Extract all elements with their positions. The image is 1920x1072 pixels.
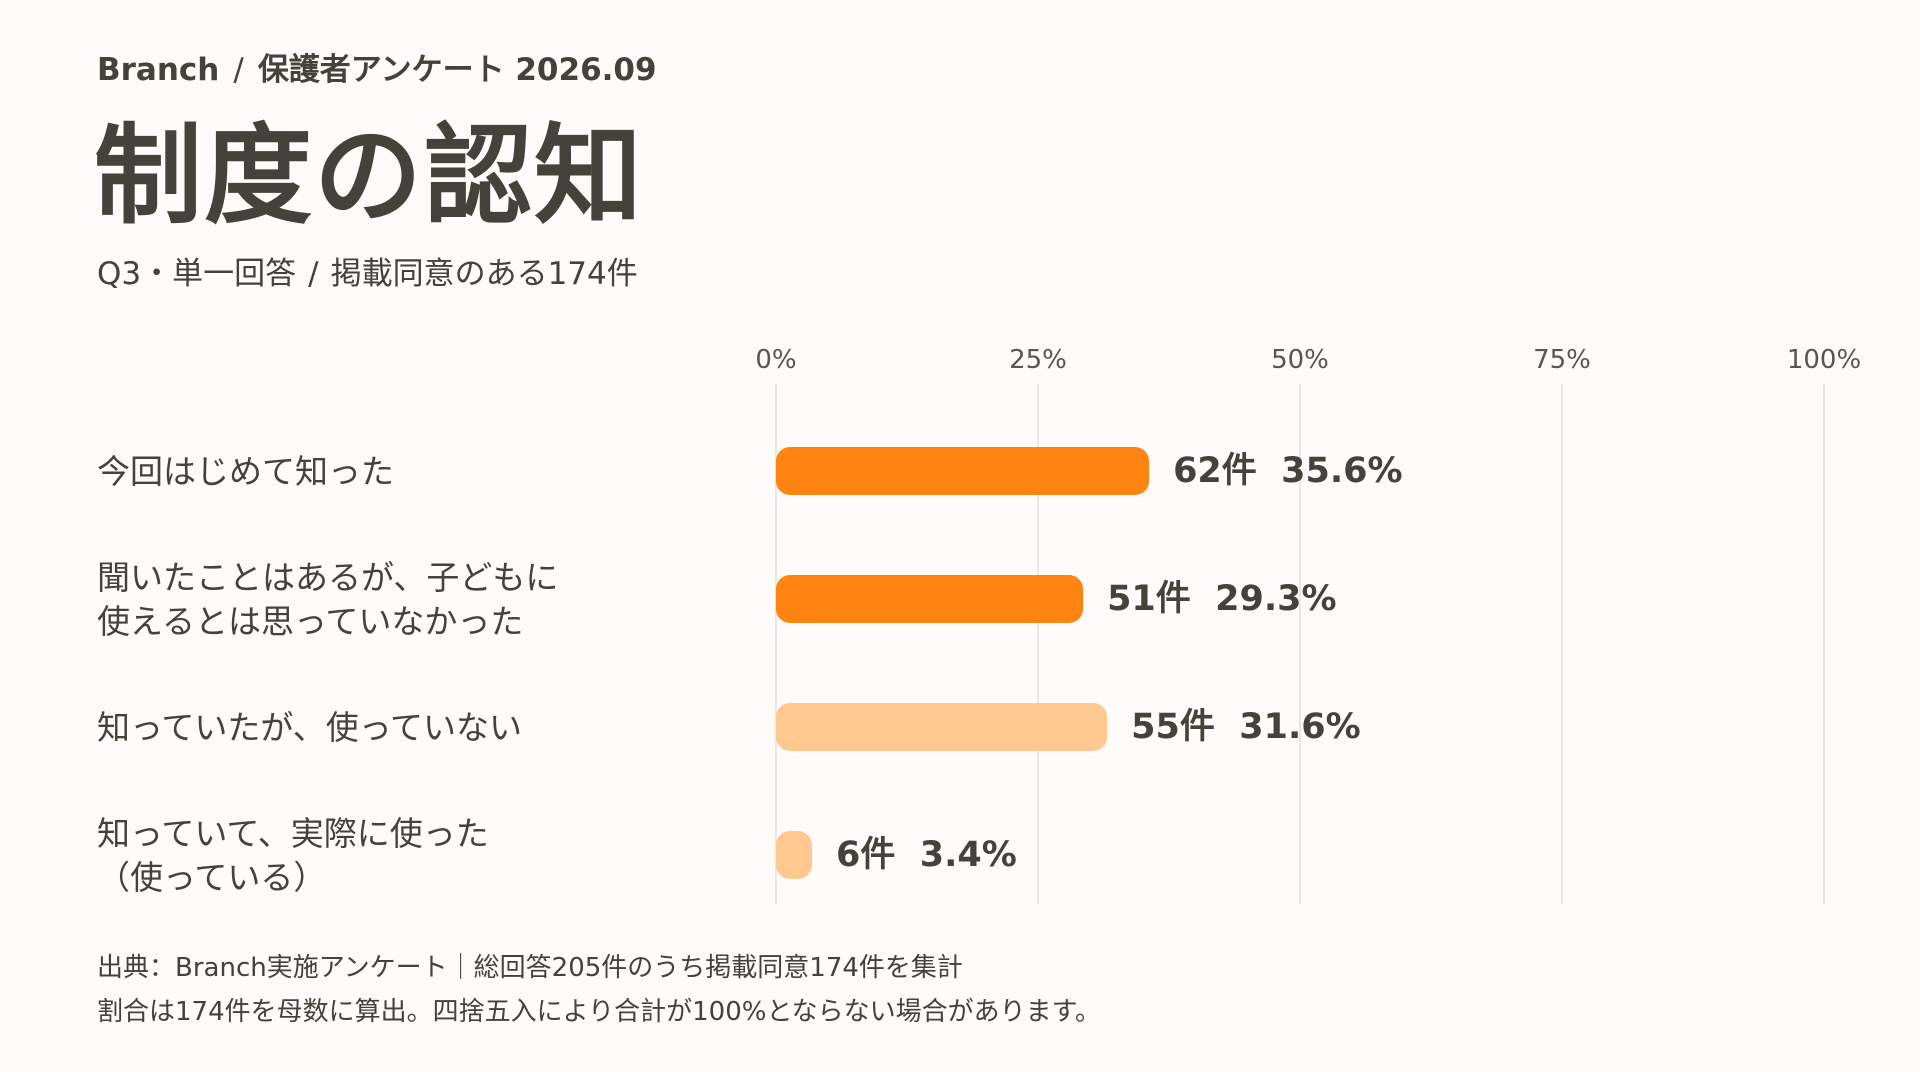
data-label: 55件 31.6% — [1131, 707, 1361, 747]
bar-chart: 0% 25% 50% 75% 100% 今回はじめて知った聞いたことはあるが、子どもに使… — [97, 345, 1861, 904]
category-label: 聞いたことはあるが、子どもに — [97, 558, 558, 597]
data-label: 51件 29.3% — [1107, 579, 1337, 619]
category-label: 知っていて、実際に使った — [97, 814, 489, 853]
page-subtitle: Q3・単一回答 / 掲載同意のある174件 — [97, 248, 638, 293]
bar — [776, 447, 1150, 495]
bar — [776, 703, 1108, 751]
x-tick-label: 100% — [1787, 345, 1861, 375]
x-axis-ticks: 0% 25% 50% 75% 100% — [755, 345, 1861, 375]
footnote-source: 出典：Branch実施アンケート｜総回答205件のうち掲載同意174件を集計 — [97, 953, 963, 983]
survey-name: 保護者アンケート 2026.09 — [257, 52, 657, 88]
data-label: 62件 35.6% — [1173, 451, 1403, 491]
question-info: Q3・単一回答 — [97, 256, 297, 292]
category-labels: 今回はじめて知った聞いたことはあるが、子どもに使えるとは思っていなかった知ってい… — [97, 452, 558, 897]
breadcrumb-separator: / — [233, 52, 244, 88]
category-label: （使っている） — [97, 858, 326, 897]
footnote-note: 割合は174件を母数に算出。四捨五入により合計が100%とならない場合があります… — [97, 997, 1102, 1027]
bar — [776, 831, 812, 879]
category-label: 知っていたが、使っていない — [97, 708, 522, 747]
brand-name: Branch — [97, 52, 220, 88]
footnote: 出典：Branch実施アンケート｜総回答205件のうち掲載同意174件を集計 割… — [97, 946, 1101, 1034]
breadcrumb: Branch / 保護者アンケート 2026.09 — [97, 44, 657, 89]
sample-info: 掲載同意のある174件 — [330, 256, 638, 292]
x-tick-label: 25% — [1009, 345, 1067, 375]
value-labels: 62件 35.6% 51件 29.3% 55件 31.6% 6件 3.4% — [836, 451, 1403, 875]
x-tick-label: 0% — [755, 345, 796, 375]
category-label: 使えるとは思っていなかった — [97, 602, 523, 641]
bars — [776, 447, 1150, 879]
x-tick-label: 75% — [1533, 345, 1591, 375]
data-label: 6件 3.4% — [836, 835, 1017, 875]
page-title: 制度の認知 — [94, 114, 645, 239]
x-tick-label: 50% — [1271, 345, 1329, 375]
bar — [776, 575, 1084, 623]
category-label: 今回はじめて知った — [97, 452, 394, 491]
subtitle-separator: / — [308, 256, 319, 292]
